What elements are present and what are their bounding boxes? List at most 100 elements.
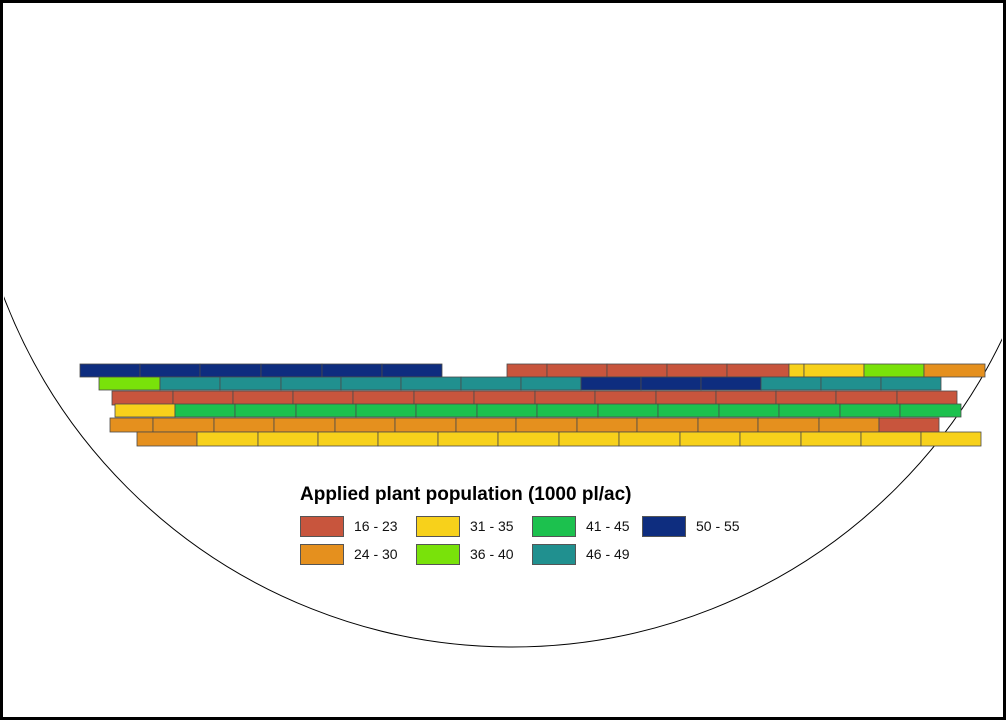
strip-cell-c3 [558, 431, 620, 447]
strip-cell-c6 [159, 376, 221, 391]
strip-cell-c1 [606, 363, 668, 378]
strip-cell-c7 [321, 363, 383, 378]
legend-label: 36 - 40 [470, 546, 514, 562]
strip-cell-c5 [234, 403, 297, 418]
field-boundary-circle [4, 296, 1002, 648]
strip-cell-c6 [460, 376, 522, 391]
legend-swatch [416, 515, 460, 537]
strip-cell-c1 [715, 390, 777, 406]
strip-cell-c2 [273, 417, 336, 433]
strip-cell-c5 [839, 403, 901, 418]
strip-cell-c3 [497, 431, 560, 447]
strip-cell-c1 [896, 390, 958, 406]
strip-cell-c7 [381, 363, 443, 378]
strip-cell-c5 [174, 403, 236, 418]
strip-cell-c3 [860, 431, 922, 447]
strip-cell-c5 [536, 403, 599, 418]
strip-cell-c1 [111, 390, 174, 406]
strip-cell-c6 [219, 376, 282, 391]
strip-cell-c4 [98, 376, 161, 391]
legend-swatch [532, 543, 576, 565]
strip-cell-c2 [136, 431, 198, 447]
legend-item-36-40: 36 - 40 [416, 543, 532, 565]
legend-swatch [300, 543, 344, 565]
strip-cell-c1 [594, 390, 657, 406]
application-strips [79, 363, 986, 447]
strip-cell-c2 [152, 417, 215, 433]
strip-cell-c1 [506, 363, 548, 378]
legend-label: 16 - 23 [354, 518, 398, 534]
strip-cell-c1 [835, 390, 898, 406]
strip-cell-c7 [199, 363, 262, 378]
strip-cell-c6 [880, 376, 942, 391]
strip-cell-c5 [657, 403, 720, 418]
strip-cell-c3 [788, 363, 805, 378]
strip-cell-c5 [476, 403, 538, 418]
strip-cell-c5 [295, 403, 357, 418]
strip-cell-c3 [377, 431, 439, 447]
strip-cell-c7 [580, 376, 642, 391]
strip-cell-c5 [415, 403, 478, 418]
strip-cell-c6 [340, 376, 402, 391]
strip-cell-c1 [352, 390, 415, 406]
legend-item-31-35: 31 - 35 [416, 515, 532, 537]
strip-cell-c1 [546, 363, 608, 378]
legend-item-46-49: 46 - 49 [532, 543, 642, 565]
strip-cell-c3 [618, 431, 681, 447]
legend-swatch [642, 515, 686, 537]
strip-cell-c2 [455, 417, 517, 433]
legend-label: 31 - 35 [470, 518, 514, 534]
strip-cell-c1 [666, 363, 728, 378]
strip-cell-c4 [863, 363, 925, 378]
strip-cell-c3 [114, 403, 176, 418]
strip-cell-c2 [757, 417, 820, 433]
strip-cell-c6 [760, 376, 822, 391]
strip-cell-c3 [800, 431, 862, 447]
strip-cell-c1 [473, 390, 536, 406]
strip-cell-c2 [636, 417, 699, 433]
strip-cell-c2 [213, 417, 275, 433]
strip-cell-c2 [334, 417, 396, 433]
strip-cell-c2 [109, 417, 154, 433]
strip-cell-c3 [317, 431, 379, 447]
legend-label: 24 - 30 [354, 546, 398, 562]
strip-cell-c5 [597, 403, 659, 418]
strip-cell-c7 [79, 363, 141, 378]
strip-cell-c1 [726, 363, 790, 378]
strip-cell-c2 [515, 417, 578, 433]
strip-cell-c3 [803, 363, 865, 378]
strip-cell-c7 [640, 376, 702, 391]
strip-cell-c1 [292, 390, 354, 406]
legend-label: 50 - 55 [696, 518, 740, 534]
strip-cell-c5 [778, 403, 841, 418]
strip-cell-c3 [437, 431, 499, 447]
strip-cell-c2 [394, 417, 457, 433]
strip-cell-c6 [520, 376, 582, 391]
strip-cell-c1 [232, 390, 294, 406]
strip-cell-c1 [534, 390, 596, 406]
legend-item-50-55: 50 - 55 [642, 515, 758, 537]
strip-cell-c7 [139, 363, 201, 378]
strip-cell-c5 [355, 403, 417, 418]
strip-cell-c1 [413, 390, 475, 406]
legend-title: Applied plant population (1000 pl/ac) [300, 484, 632, 505]
legend-swatch [300, 515, 344, 537]
strip-cell-c3 [196, 431, 259, 447]
strip-cell-c6 [820, 376, 882, 391]
legend-grid: 16 - 23 31 - 35 41 - 45 50 - 55 24 - 30 … [300, 515, 740, 565]
strip-cell-c6 [400, 376, 462, 391]
strip-cell-c2 [576, 417, 638, 433]
legend: Applied plant population (1000 pl/ac) 16… [300, 484, 740, 565]
legend-item-16-23: 16 - 23 [300, 515, 416, 537]
strip-cell-c2 [818, 417, 880, 433]
strip-cell-c5 [899, 403, 962, 418]
strip-cell-c3 [920, 431, 982, 447]
strip-cell-c1 [172, 390, 234, 406]
legend-swatch [416, 543, 460, 565]
strip-cell-c2 [697, 417, 759, 433]
strip-cell-c5 [718, 403, 780, 418]
legend-label: 46 - 49 [586, 546, 630, 562]
legend-swatch [532, 515, 576, 537]
